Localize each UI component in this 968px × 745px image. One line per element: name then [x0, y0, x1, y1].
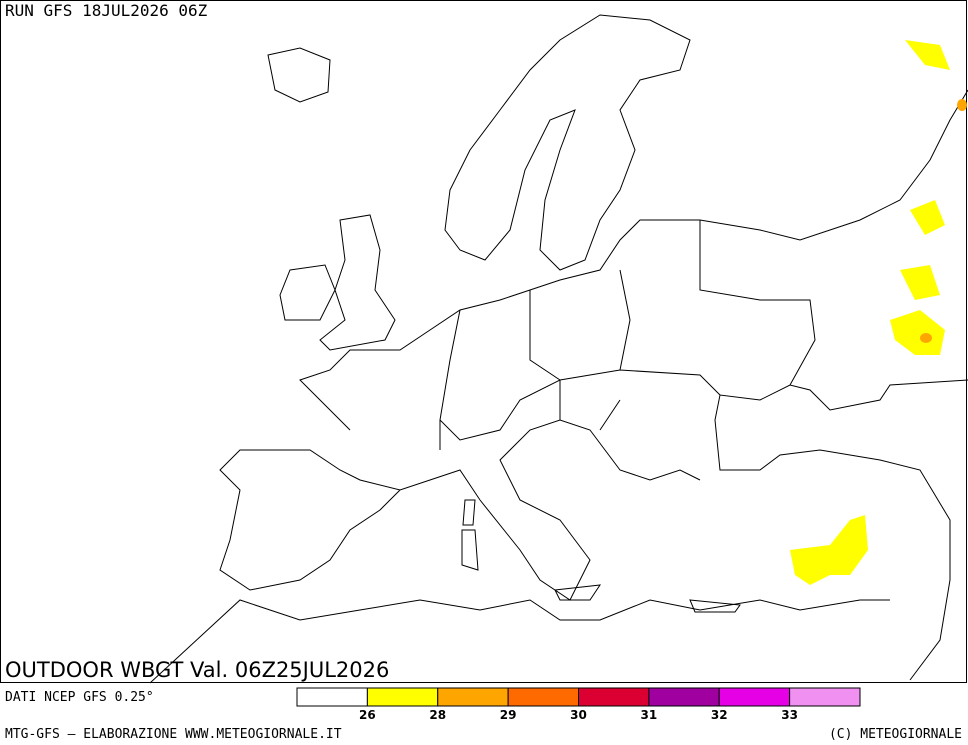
- legend-label: 32: [711, 708, 728, 722]
- legend-swatch: [718, 687, 791, 707]
- legend-swatch: [648, 687, 720, 707]
- heat-patch-russia: [890, 40, 950, 355]
- source-label: DATI NCEP GFS 0.25°: [5, 690, 154, 705]
- legend-swatch: [437, 687, 509, 707]
- legend-label: 31: [641, 708, 658, 722]
- mainland-europe: [219, 89, 968, 681]
- legend-swatch: [507, 687, 579, 707]
- run-label: RUN GFS 18JUL2026 06Z: [5, 1, 208, 20]
- copyright-label: (C) METEOGIORNALE: [829, 727, 962, 742]
- legend: 26 28 29 30 31 32 33: [296, 687, 861, 722]
- legend-label: 28: [429, 708, 446, 722]
- great-britain: [319, 214, 396, 351]
- islands: [461, 499, 741, 613]
- ireland: [279, 264, 336, 321]
- borders: [439, 220, 816, 450]
- legend-swatch: [296, 687, 368, 707]
- heat-core: [957, 99, 967, 111]
- heat-core: [920, 333, 932, 343]
- map-title: OUTDOOR WBGT Val. 06Z25JUL2026: [5, 658, 389, 682]
- scandinavia: [444, 14, 691, 271]
- map-frame: [0, 0, 967, 683]
- legend-swatch: [366, 687, 439, 707]
- iceland: [267, 47, 331, 103]
- legend-label: 33: [781, 708, 798, 722]
- legend-swatch: [789, 687, 861, 707]
- legend-label: 26: [359, 708, 376, 722]
- credit-label: MTG-GFS — ELABORAZIONE WWW.METEOGIORNALE…: [5, 727, 342, 742]
- legend-label: 30: [570, 708, 587, 722]
- heat-patch-turkey: [790, 515, 868, 585]
- map: RUN GFS 18JUL2026 06Z OUTDOOR WBGT Val. …: [0, 0, 968, 684]
- legend-label: 29: [500, 708, 517, 722]
- africa: [149, 599, 890, 684]
- legend-swatch: [578, 687, 650, 707]
